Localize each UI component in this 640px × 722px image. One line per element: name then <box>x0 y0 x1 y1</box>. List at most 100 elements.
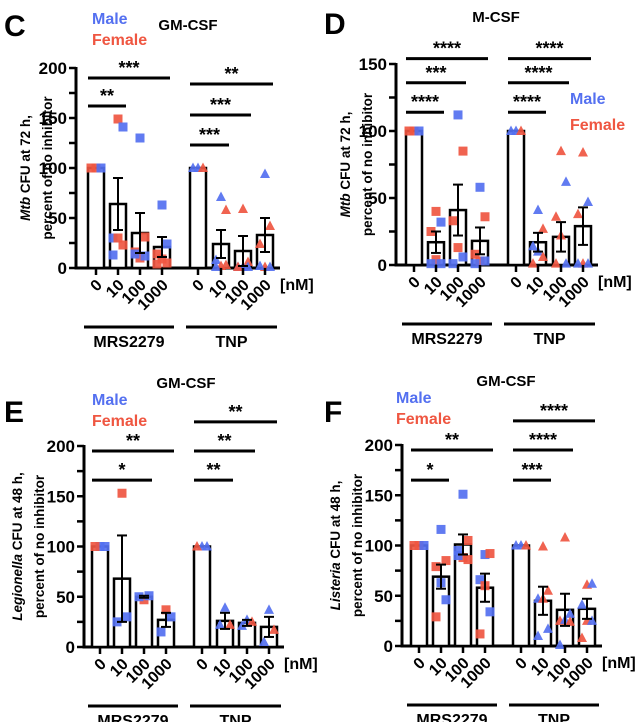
data-point-square <box>448 216 458 226</box>
data-point-square <box>431 612 441 622</box>
x-tick-label: 0 <box>406 274 424 292</box>
data-point-square <box>458 146 468 156</box>
data-point-square <box>86 163 96 173</box>
data-point-triangle <box>533 630 543 640</box>
data-point-square <box>113 114 123 124</box>
significance-label: *** <box>199 125 220 145</box>
legend-male: Male <box>570 91 606 108</box>
y-axis-label-line1: Legionella CFU at 48 h, <box>10 472 25 621</box>
significance-label: **** <box>433 39 461 59</box>
data-point-square <box>96 163 106 173</box>
significance-label: *** <box>118 58 139 78</box>
data-point-square <box>453 243 463 253</box>
significance-label: ** <box>217 431 231 451</box>
y-axis-label-rest: CFU at 48 h, <box>10 472 25 554</box>
significance-label: *** <box>521 460 542 480</box>
data-point-square <box>480 550 490 560</box>
data-point-square <box>419 541 429 550</box>
data-point-triangle <box>225 619 235 629</box>
y-axis-label-line1: Listeria CFU at 48 h, <box>328 481 343 611</box>
panel-letter-D: D <box>324 8 346 41</box>
data-point-triangle <box>587 578 597 588</box>
x-unit-label: [nM] <box>598 274 632 291</box>
data-point-square <box>95 542 105 551</box>
data-point-triangle <box>221 259 231 269</box>
data-point-square <box>431 206 441 216</box>
legend-female: Female <box>92 413 147 430</box>
group-label: TNP <box>538 712 570 722</box>
data-point-triangle <box>506 125 516 135</box>
data-point-square <box>117 488 127 498</box>
panel-title: M-CSF <box>472 9 520 26</box>
y-tick-label: 150 <box>365 486 393 505</box>
data-point-square <box>135 253 145 263</box>
data-point-triangle <box>577 632 587 642</box>
data-point-triangle <box>551 211 561 221</box>
data-point-triangle <box>577 599 587 609</box>
data-point-triangle <box>259 636 269 646</box>
data-point-square <box>108 250 118 260</box>
y-tick-label: 150 <box>359 55 387 74</box>
data-point-square <box>480 212 490 222</box>
data-point-triangle <box>583 196 593 207</box>
legend-female: Female <box>92 32 147 49</box>
bar <box>188 166 208 270</box>
data-point-triangle <box>260 168 270 178</box>
data-point-triangle <box>521 540 531 550</box>
data-point-square <box>426 259 436 269</box>
data-point-square <box>458 252 468 262</box>
data-point-triangle <box>255 260 265 270</box>
data-point-triangle <box>538 223 548 233</box>
data-point-square <box>414 126 424 136</box>
data-point-triangle <box>516 125 526 135</box>
y-tick-label: 0 <box>58 259 67 278</box>
significance-label: ** <box>126 431 140 451</box>
x-unit-label: [nM] <box>280 277 314 294</box>
significance-label: **** <box>540 401 568 421</box>
panel-letter-C: C <box>4 10 26 43</box>
data-point-square <box>157 254 167 264</box>
data-point-triangle <box>528 240 538 251</box>
data-point-triangle <box>556 145 566 156</box>
group-label: MRS2279 <box>93 334 164 351</box>
significance-label: * <box>118 460 125 480</box>
data-point-square <box>108 233 118 243</box>
x-tick-label: 0 <box>194 656 212 674</box>
data-point-triangle <box>265 261 275 271</box>
y-axis-label-line2: percent of no inhibitor <box>360 92 375 236</box>
data-point-square <box>436 259 446 269</box>
data-point-triangle <box>543 623 553 633</box>
y-tick-label: 100 <box>47 538 75 557</box>
data-point-square <box>152 259 162 269</box>
y-tick-label: 200 <box>365 436 393 455</box>
y-axis-label-rest: CFU at 72 h, <box>18 115 33 197</box>
y-axis-label-line2: percent of no inhibitor <box>350 473 365 617</box>
y-tick-label: 0 <box>66 638 75 657</box>
data-point-square <box>431 255 441 265</box>
significance-label: **** <box>524 63 552 83</box>
y-tick-label: 200 <box>39 59 67 78</box>
data-point-triangle <box>221 204 231 214</box>
data-point-square <box>463 555 473 565</box>
data-point-triangle <box>551 258 561 268</box>
y-axis-label-italic: Legionella <box>10 554 25 621</box>
y-tick-label: 50 <box>368 189 387 208</box>
data-point-triangle <box>561 176 571 186</box>
x-unit-label: [nM] <box>284 656 318 673</box>
legend-female: Female <box>396 411 451 428</box>
group-label: MRS2279 <box>411 331 482 348</box>
x-tick-label: 0 <box>88 277 106 295</box>
significance-label: **** <box>513 92 541 112</box>
data-point-triangle <box>538 251 548 261</box>
bar <box>90 545 110 649</box>
y-tick-label: 100 <box>39 159 67 178</box>
data-point-square <box>414 541 424 550</box>
significance-label: ** <box>224 64 238 84</box>
data-point-square <box>480 256 490 266</box>
data-point-square <box>441 595 451 605</box>
data-point-triangle <box>543 585 553 595</box>
data-point-triangle <box>202 541 212 551</box>
data-point-square <box>453 110 463 120</box>
data-point-triangle <box>238 203 248 213</box>
data-point-triangle <box>555 639 565 649</box>
